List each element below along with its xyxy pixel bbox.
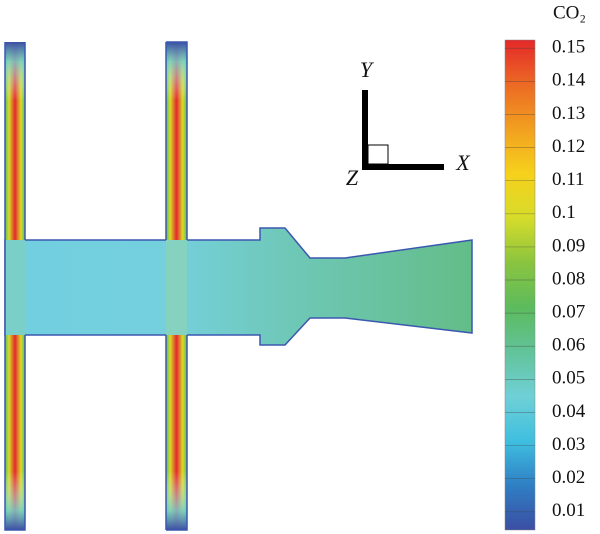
triad-label: Y: [360, 57, 375, 82]
triad-label: X: [455, 150, 471, 175]
colorbar: [504, 39, 536, 531]
axis-triad: Y X Z: [346, 57, 471, 190]
colorbar-tick-label: 0.1: [552, 202, 576, 223]
outline: [4, 41, 188, 531]
colorbar-tick-label: 0.07: [552, 302, 585, 323]
colorbar-tick-label: 0.03: [552, 434, 585, 455]
triad-label: Z: [346, 165, 359, 190]
triad-axis: [362, 90, 368, 170]
junction: [5, 240, 25, 335]
colorbar-tick-label: 0.15: [552, 37, 585, 58]
colorbar-title: CO₂: [553, 2, 586, 23]
colorbar-tick-label: 0.12: [552, 136, 585, 157]
colorbar-tick-label: 0.02: [552, 467, 585, 488]
colorbar-tick-label: 0.01: [552, 500, 585, 521]
geometry: [4, 41, 473, 531]
colorbar-tick-label: 0.13: [552, 103, 585, 124]
colorbar-tick-label: 0.11: [552, 169, 585, 190]
colorbar-tick-label: 0.08: [552, 268, 585, 289]
junction: [166, 240, 187, 335]
colorbar-tick-label: 0.09: [552, 235, 585, 256]
colorbar-tick-label: 0.04: [552, 401, 586, 422]
triad-box: [367, 144, 389, 165]
duct: [4, 227, 473, 346]
colorbar-tick-label: 0.05: [552, 368, 585, 389]
colorbar-tick-label: 0.06: [552, 335, 585, 356]
triad-axis: [362, 164, 444, 170]
colorbar-tick-label: 0.14: [552, 70, 586, 91]
